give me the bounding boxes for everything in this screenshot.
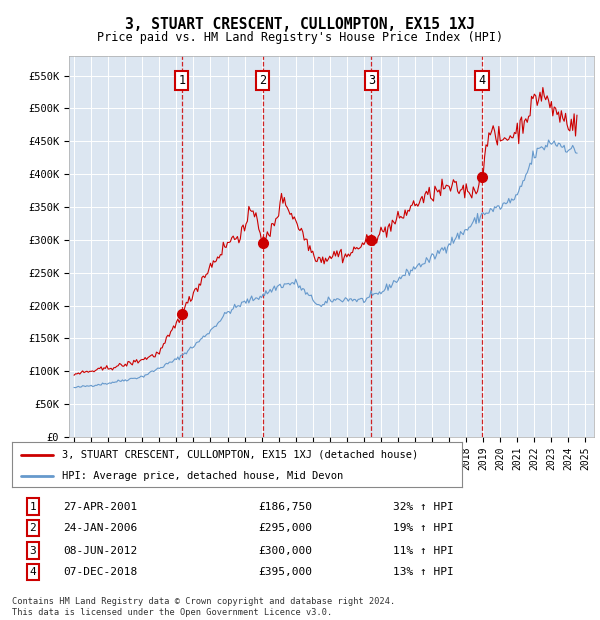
Text: 24-JAN-2006: 24-JAN-2006 — [63, 523, 137, 533]
Text: £186,750: £186,750 — [258, 502, 312, 512]
Text: 3: 3 — [368, 74, 375, 87]
Text: 11% ↑ HPI: 11% ↑ HPI — [393, 546, 454, 556]
Text: 2: 2 — [29, 523, 37, 533]
Text: 3, STUART CRESCENT, CULLOMPTON, EX15 1XJ: 3, STUART CRESCENT, CULLOMPTON, EX15 1XJ — [125, 17, 475, 32]
Text: Contains HM Land Registry data © Crown copyright and database right 2024.
This d: Contains HM Land Registry data © Crown c… — [12, 598, 395, 617]
Text: 4: 4 — [29, 567, 37, 577]
Text: 32% ↑ HPI: 32% ↑ HPI — [393, 502, 454, 512]
Text: 27-APR-2001: 27-APR-2001 — [63, 502, 137, 512]
Text: 3: 3 — [29, 546, 37, 556]
Text: £395,000: £395,000 — [258, 567, 312, 577]
Text: 07-DEC-2018: 07-DEC-2018 — [63, 567, 137, 577]
Text: £295,000: £295,000 — [258, 523, 312, 533]
Text: HPI: Average price, detached house, Mid Devon: HPI: Average price, detached house, Mid … — [62, 471, 343, 480]
Text: 2: 2 — [259, 74, 266, 87]
Text: 1: 1 — [178, 74, 185, 87]
Text: 3, STUART CRESCENT, CULLOMPTON, EX15 1XJ (detached house): 3, STUART CRESCENT, CULLOMPTON, EX15 1XJ… — [62, 450, 418, 459]
Text: 4: 4 — [478, 74, 485, 87]
Text: 1: 1 — [29, 502, 37, 512]
Text: 19% ↑ HPI: 19% ↑ HPI — [393, 523, 454, 533]
Text: 13% ↑ HPI: 13% ↑ HPI — [393, 567, 454, 577]
Text: 08-JUN-2012: 08-JUN-2012 — [63, 546, 137, 556]
Text: £300,000: £300,000 — [258, 546, 312, 556]
Text: Price paid vs. HM Land Registry's House Price Index (HPI): Price paid vs. HM Land Registry's House … — [97, 31, 503, 44]
